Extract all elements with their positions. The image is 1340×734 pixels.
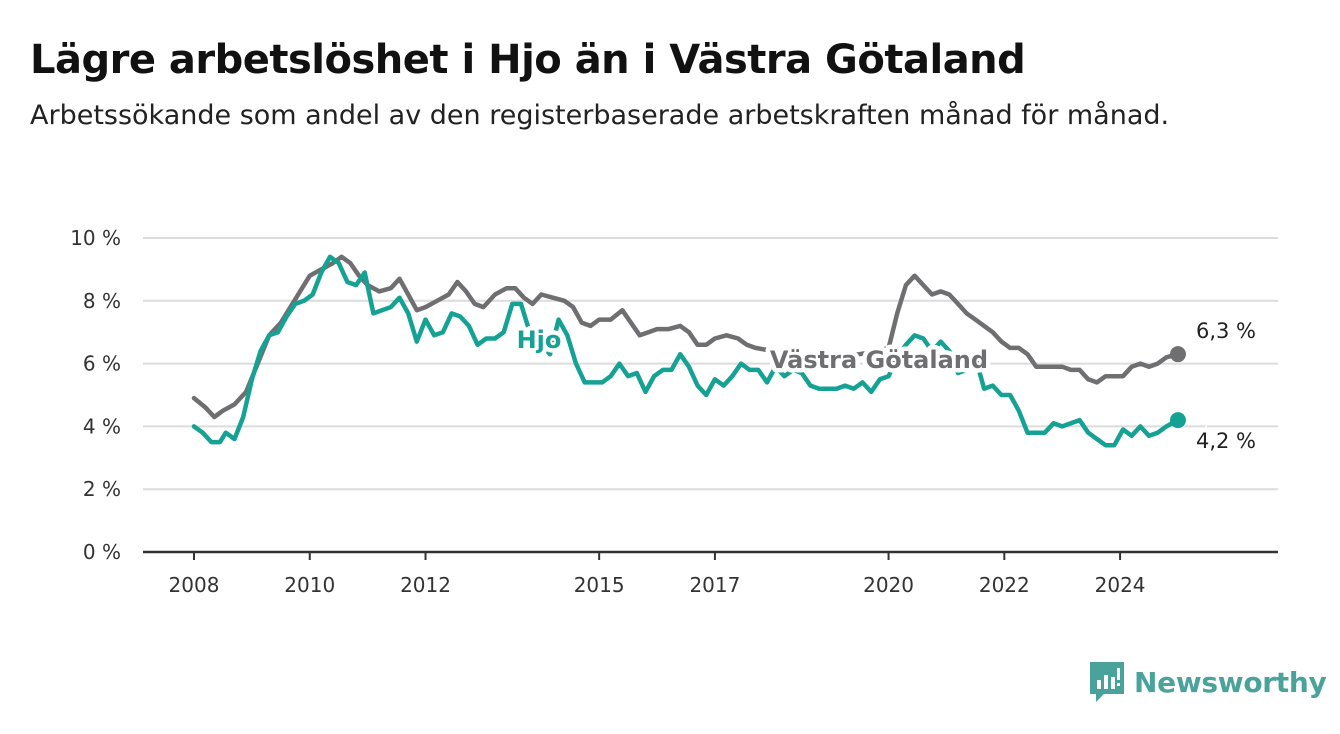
series-line-v-stra-g-taland xyxy=(191,254,1181,420)
x-tick-label: 2008 xyxy=(169,573,220,597)
end-value-label-vastra-gotaland: 6,3 % xyxy=(1196,319,1256,343)
series-end-point-hjo xyxy=(1169,412,1186,429)
newsworthy-brand[interactable]: Newsworthy xyxy=(1088,660,1327,704)
y-tick-label: 10 % xyxy=(70,226,121,250)
y-tick-label: 2 % xyxy=(83,477,121,501)
series-lines xyxy=(191,254,1186,448)
chart-subtitle: Arbetssökande som andel av den registerb… xyxy=(30,100,1170,131)
chart-title: Lägre arbetslöshet i Hjo än i Västra Göt… xyxy=(30,37,1026,83)
gridlines xyxy=(143,237,1278,491)
brand-name: Newsworthy xyxy=(1134,665,1327,699)
x-tick-label: 2020 xyxy=(863,573,914,597)
x-tick-label: 2012 xyxy=(400,573,451,597)
series-label-hjo: Hjo xyxy=(517,326,562,354)
y-tick-label: 6 % xyxy=(83,352,121,376)
x-tick-label: 2022 xyxy=(979,573,1030,597)
series-line-hjo xyxy=(191,254,1181,448)
y-tick-label: 8 % xyxy=(83,289,121,313)
series-label-vastra-gotaland: Västra Götaland xyxy=(770,346,988,374)
newsworthy-logo-icon xyxy=(1090,662,1124,702)
x-tick-label: 2017 xyxy=(689,573,740,597)
x-tick-label: 2015 xyxy=(574,573,625,597)
end-value-label-hjo: 4,2 % xyxy=(1196,429,1256,453)
series-end-point-v-stra-g-taland xyxy=(1169,346,1186,363)
y-tick-label: 0 % xyxy=(83,540,121,564)
series-labels: Västra Götaland Hjo 6,3 % 4,2 % xyxy=(512,316,1259,456)
axes: 0 % 2 % 4 % 6 % 8 % 10 % 2008 2010 2012 2015 2017 2… xyxy=(70,226,1278,597)
x-tick-label: 2010 xyxy=(284,573,335,597)
x-tick-label: 2024 xyxy=(1095,573,1146,597)
y-tick-label: 4 % xyxy=(83,414,121,438)
